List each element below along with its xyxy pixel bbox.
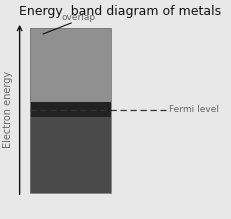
Text: Energy  band diagram of metals: Energy band diagram of metals xyxy=(19,5,221,18)
Bar xyxy=(30,117,111,193)
Text: Fermi level: Fermi level xyxy=(169,105,219,114)
Text: overlap: overlap xyxy=(61,13,96,22)
Bar xyxy=(30,28,111,193)
Text: Electron energy: Electron energy xyxy=(3,71,13,148)
Bar xyxy=(30,28,111,102)
Bar xyxy=(30,102,111,117)
